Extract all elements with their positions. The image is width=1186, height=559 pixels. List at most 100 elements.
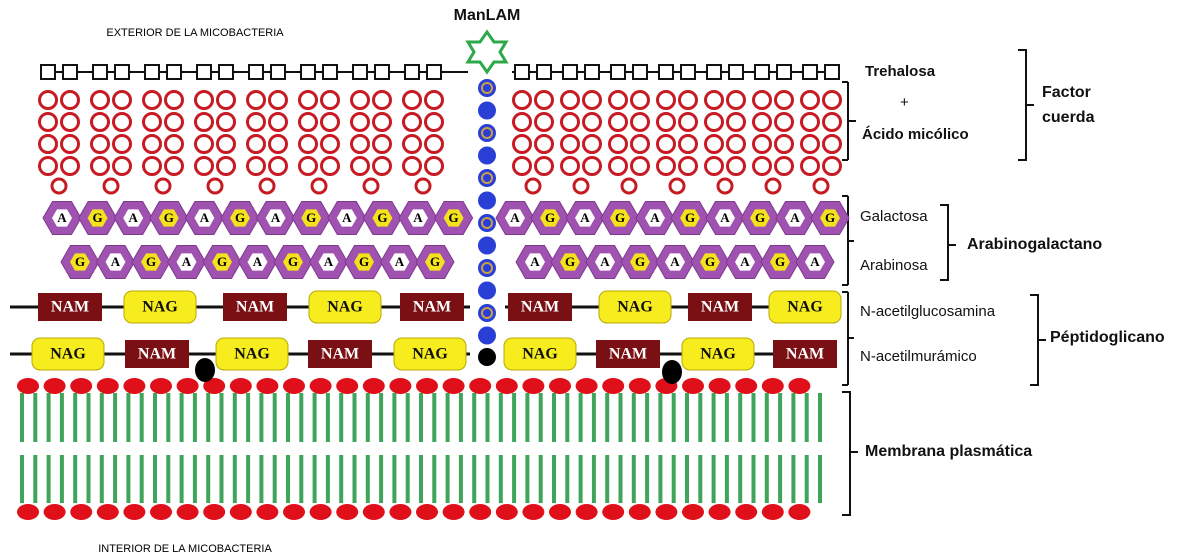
trehalose-unit	[323, 65, 337, 79]
sugar-label: A	[670, 254, 680, 269]
lipid-head	[70, 378, 92, 394]
mycolic-ring	[754, 114, 771, 131]
trehalose-unit	[825, 65, 839, 79]
trehalose-unit	[563, 65, 577, 79]
mycolic-ring	[824, 136, 841, 153]
mycolic-ring	[156, 179, 170, 193]
mycolic-ring	[218, 158, 235, 175]
mycolic-ring	[706, 158, 723, 175]
lipid-head	[17, 504, 39, 520]
manlam-unit	[478, 147, 496, 165]
mycolic-ring	[426, 136, 443, 153]
sugar-label: A	[395, 254, 405, 269]
sugar-label: G	[377, 210, 387, 225]
peptide-bridge	[195, 358, 215, 382]
sugar-label: G	[635, 254, 645, 269]
lipid-head	[629, 378, 651, 394]
mycolic-ring	[404, 114, 421, 131]
mycolic-ring	[514, 158, 531, 175]
mycolic-ring	[196, 136, 213, 153]
sugar-label: A	[650, 210, 660, 225]
mycolic-ring	[248, 136, 265, 153]
lipid-head	[70, 504, 92, 520]
mycolic-ring	[632, 92, 649, 109]
manlam-unit	[478, 192, 496, 210]
lipid-head	[788, 504, 810, 520]
lipid-head	[256, 504, 278, 520]
mycolic-ring	[680, 92, 697, 109]
mycolic-ring	[208, 179, 222, 193]
mycolic-ring	[680, 136, 697, 153]
mycolic-ring	[754, 92, 771, 109]
mycolic-ring	[114, 136, 131, 153]
lipid-head	[602, 378, 624, 394]
manlam-unit	[478, 79, 496, 97]
trehalosa-label: Trehalosa	[865, 63, 936, 80]
sugar-label: G	[146, 254, 156, 269]
mycolic-ring	[218, 92, 235, 109]
mycolic-ring	[248, 158, 265, 175]
mycolic-ring	[728, 158, 745, 175]
mycolic-ring	[374, 92, 391, 109]
manlam-unit	[478, 282, 496, 300]
mycolic-ring	[426, 158, 443, 175]
mycolic-ring	[802, 158, 819, 175]
lipid-head	[602, 504, 624, 520]
lipid-head	[496, 504, 518, 520]
mycolic-ring	[622, 179, 636, 193]
mycolic-ring	[352, 114, 369, 131]
trehalose-unit	[301, 65, 315, 79]
mycolic-ring	[680, 114, 697, 131]
mycolic-ring	[62, 114, 79, 131]
mycolic-ring	[300, 136, 317, 153]
lipid-head	[709, 378, 731, 394]
peptidoglicano-label: Péptidoglicano	[1050, 329, 1165, 346]
sugar-label: G	[825, 210, 835, 225]
mycolic-ring	[536, 158, 553, 175]
mycolic-ring	[658, 92, 675, 109]
sugar-label: G	[235, 210, 245, 225]
lipid-head	[735, 504, 757, 520]
lipid-head	[123, 504, 145, 520]
trehalose-unit	[777, 65, 791, 79]
sugar-label: G	[306, 210, 316, 225]
mycolic-ring	[802, 92, 819, 109]
exterior-label: EXTERIOR DE LA MICOBACTERIA	[106, 27, 284, 39]
lipid-head	[549, 504, 571, 520]
sugar-label: G	[75, 254, 85, 269]
manlam-unit	[478, 327, 496, 345]
manlam-unit	[478, 259, 496, 277]
sugar-label: A	[600, 254, 610, 269]
mycolic-ring	[584, 158, 601, 175]
mycolic-ring	[584, 136, 601, 153]
nag-label: NAG	[522, 346, 558, 363]
mycolic-ring	[270, 92, 287, 109]
sugar-label: G	[93, 210, 103, 225]
nam-label: NAM	[413, 299, 451, 316]
lipid-head	[203, 504, 225, 520]
nam-label: NAM	[701, 299, 739, 316]
trehalose-unit	[375, 65, 389, 79]
sugar-label: G	[359, 254, 369, 269]
lipid-head	[363, 378, 385, 394]
lipid-head	[762, 504, 784, 520]
lipid-head	[629, 504, 651, 520]
mycolic-ring	[40, 114, 57, 131]
mycolic-ring	[562, 114, 579, 131]
mycolic-ring	[312, 179, 326, 193]
mycolic-ring	[526, 179, 540, 193]
trehalose-unit	[271, 65, 285, 79]
trehalose-unit	[167, 65, 181, 79]
lipid-head	[469, 378, 491, 394]
trehalose-unit	[707, 65, 721, 79]
mycolic-ring	[514, 92, 531, 109]
sugar-label: A	[129, 210, 139, 225]
lipid-head	[283, 378, 305, 394]
lipid-head	[389, 378, 411, 394]
mycolic-ring	[166, 136, 183, 153]
trehalose-unit	[681, 65, 695, 79]
mycolic-ring	[776, 158, 793, 175]
mycolic-ring	[322, 136, 339, 153]
mycolic-ring	[562, 136, 579, 153]
nag-label: NAG	[787, 299, 823, 316]
